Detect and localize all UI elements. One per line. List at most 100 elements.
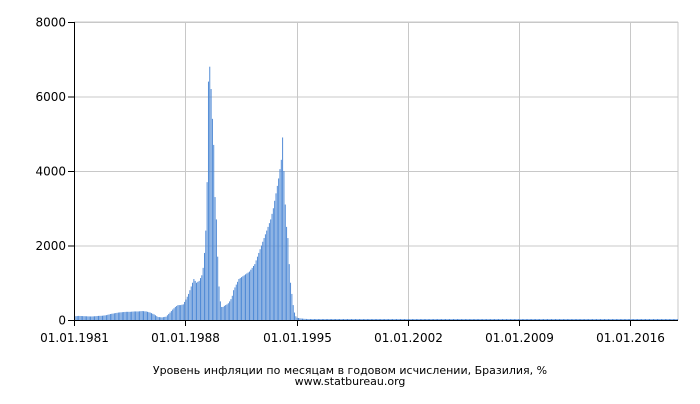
bar xyxy=(298,318,299,320)
bar xyxy=(576,319,578,320)
bar xyxy=(203,252,205,320)
bar xyxy=(353,319,355,320)
bar xyxy=(564,319,566,320)
bar xyxy=(90,316,92,320)
bar xyxy=(449,319,450,320)
bar xyxy=(666,319,668,320)
bar xyxy=(223,305,225,320)
bar xyxy=(658,319,660,320)
bar xyxy=(509,319,511,320)
bar xyxy=(109,314,111,320)
bar xyxy=(180,305,182,320)
bar xyxy=(541,319,543,320)
bar xyxy=(268,223,270,320)
bar xyxy=(533,319,535,320)
bar xyxy=(476,319,478,320)
bar xyxy=(166,315,168,320)
bar xyxy=(474,319,476,320)
bar xyxy=(427,319,429,320)
bar xyxy=(164,316,166,320)
bar xyxy=(555,319,556,320)
bar xyxy=(219,301,221,321)
bar xyxy=(507,319,509,320)
bar xyxy=(441,319,443,320)
bar xyxy=(384,319,386,320)
bar xyxy=(286,226,288,321)
bar xyxy=(99,315,101,320)
bar xyxy=(528,319,530,320)
bar xyxy=(230,299,232,320)
bar xyxy=(639,319,641,320)
bar xyxy=(158,317,160,320)
bar xyxy=(95,316,97,320)
bar xyxy=(502,319,503,320)
bar xyxy=(672,319,674,320)
bar xyxy=(284,204,286,320)
bar xyxy=(271,213,273,320)
bar xyxy=(492,319,494,320)
bar xyxy=(637,319,639,320)
bar xyxy=(366,319,368,320)
bar xyxy=(405,319,407,320)
bar xyxy=(426,319,428,320)
bar xyxy=(294,312,296,320)
bar xyxy=(161,317,163,320)
bar xyxy=(117,312,119,320)
bar xyxy=(131,311,133,320)
bar xyxy=(135,311,137,320)
bar xyxy=(635,319,637,320)
bar xyxy=(169,312,171,320)
bar xyxy=(470,319,472,320)
bar xyxy=(136,311,138,320)
bar xyxy=(610,319,612,320)
bar xyxy=(496,319,498,320)
bar xyxy=(660,319,662,320)
bar xyxy=(292,305,294,320)
bar xyxy=(116,312,118,320)
bar xyxy=(263,238,265,320)
bar xyxy=(450,319,452,320)
bar xyxy=(282,137,284,320)
bar xyxy=(414,319,416,320)
bar xyxy=(168,313,170,320)
bar xyxy=(410,319,412,320)
bar xyxy=(653,319,654,320)
bar xyxy=(498,319,499,320)
bar xyxy=(182,304,184,320)
bar xyxy=(393,319,395,320)
bar xyxy=(429,319,431,320)
bar xyxy=(364,319,366,320)
bar xyxy=(516,319,518,320)
bar xyxy=(525,319,527,320)
bar xyxy=(536,319,538,320)
bar xyxy=(361,319,363,320)
bar xyxy=(357,319,359,320)
bar xyxy=(519,319,521,320)
bar xyxy=(152,313,154,320)
bar xyxy=(132,311,134,320)
bar xyxy=(96,316,98,320)
bar xyxy=(127,311,129,320)
y-tick-label: 4000 xyxy=(35,165,66,179)
bar xyxy=(291,293,293,320)
bar xyxy=(198,280,200,320)
bar xyxy=(592,319,594,320)
bar xyxy=(88,316,90,320)
bar xyxy=(233,290,235,320)
bar xyxy=(76,316,78,320)
bar xyxy=(121,312,123,320)
bar xyxy=(529,319,531,320)
bar xyxy=(553,319,555,320)
bar xyxy=(351,319,352,320)
bar xyxy=(463,319,465,320)
bar xyxy=(642,319,644,320)
bar xyxy=(545,319,547,320)
chart-caption: Уровень инфляции по месяцам в годовом ис… xyxy=(153,364,547,377)
bar xyxy=(177,305,179,320)
bar xyxy=(170,311,172,320)
bar xyxy=(157,317,159,320)
bar xyxy=(165,316,167,320)
bar xyxy=(178,305,180,320)
bar xyxy=(593,319,595,320)
